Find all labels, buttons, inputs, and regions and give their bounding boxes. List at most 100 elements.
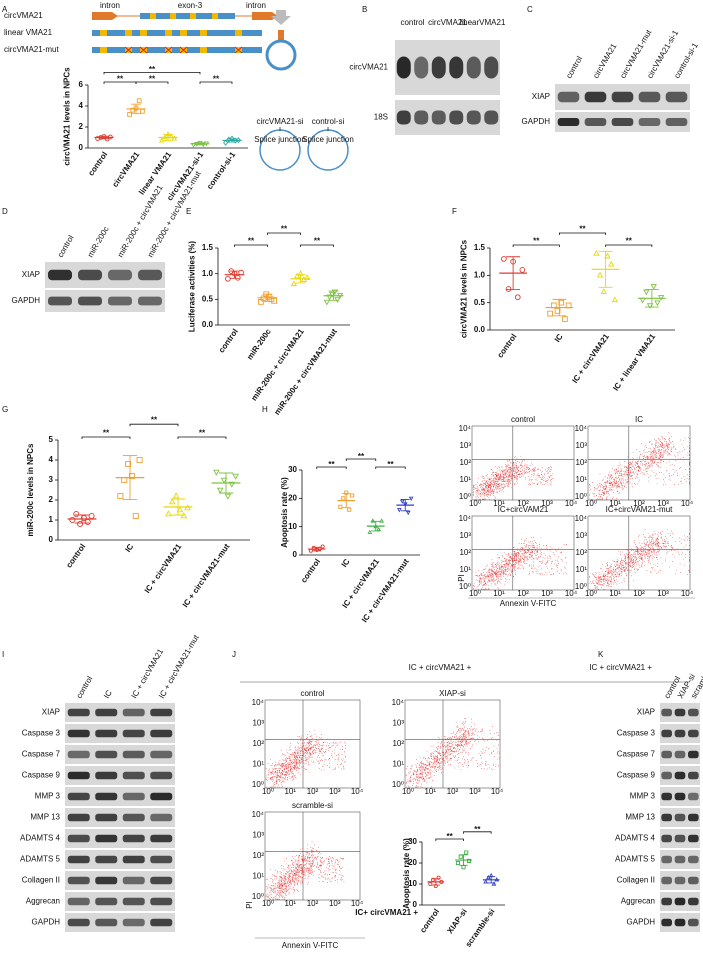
blot-band	[95, 897, 118, 906]
flow-x-tick: 10⁰	[585, 499, 597, 508]
data-point	[514, 294, 521, 301]
significance-bracket	[234, 244, 268, 247]
significance-bracket	[375, 466, 406, 469]
data-point	[224, 493, 232, 500]
blot-band	[122, 771, 145, 780]
significance-label: **	[626, 237, 633, 246]
significance-label: **	[328, 460, 335, 469]
blot-band	[150, 813, 173, 822]
data-point	[604, 252, 611, 259]
significance-bracket	[267, 232, 301, 235]
blot-band	[484, 56, 499, 79]
flow-y-tick: 10²	[575, 458, 587, 467]
y-tick-label: 0.0	[202, 320, 214, 329]
data-point	[600, 288, 607, 294]
blot-row-label: Aggrecan	[621, 897, 655, 906]
exon-bar	[92, 47, 262, 53]
flow-x-label: Annexin V-FITC	[500, 599, 557, 608]
blot-band	[638, 91, 661, 103]
y-tick-label: 0	[293, 550, 298, 559]
lane-label: miR-200c	[86, 225, 111, 259]
blot-band	[431, 110, 446, 125]
sd-bar	[506, 256, 521, 290]
y-tick-label: 20	[408, 858, 417, 867]
significance-label: **	[103, 429, 110, 438]
data-point	[558, 299, 565, 306]
data-point	[320, 544, 325, 549]
flow-x-tick: 10²	[447, 787, 459, 796]
blot-band	[150, 771, 173, 780]
x-tick-label: XIAP-si	[445, 907, 468, 935]
flow-y-tick: 10²	[252, 851, 264, 860]
data-point	[128, 472, 135, 480]
backsplice	[278, 30, 284, 40]
flow-x-tick: 10⁰	[469, 499, 481, 508]
flow-x-tick: 10¹	[493, 589, 505, 598]
blot-strip	[65, 913, 175, 932]
x-tick-label: control	[299, 557, 322, 584]
blot-strip	[45, 290, 165, 312]
blot-band	[95, 750, 118, 759]
blot-band	[674, 792, 686, 801]
data-point	[379, 518, 385, 523]
blot-row-label: ADAMTS 5	[615, 855, 656, 864]
significance-bracket	[129, 423, 179, 427]
gene-label: intron	[100, 1, 120, 10]
blot-row-label: XIAP	[532, 92, 550, 101]
x-tick-label: control	[217, 327, 240, 354]
blot-band	[661, 750, 672, 759]
x-tick-label: IC	[123, 542, 135, 554]
blot-strip	[65, 808, 175, 827]
significance-label: **	[149, 65, 156, 74]
data-point	[505, 286, 512, 292]
blot-band	[688, 876, 699, 885]
y-tick-label: 1	[49, 515, 54, 524]
data-point	[258, 299, 264, 305]
data-point	[168, 498, 176, 505]
blot-band	[661, 729, 672, 738]
panel-letter: D	[2, 207, 8, 216]
flow-title: scramble-si	[292, 801, 333, 810]
site-label: Splice junction	[254, 135, 306, 144]
data-point	[396, 508, 402, 513]
blot-band	[661, 876, 672, 885]
x-tick-label: control	[418, 907, 441, 934]
flow-x-tick: 10⁴	[351, 787, 364, 796]
y-tick-label: 20	[288, 493, 297, 502]
blot-band	[584, 91, 607, 103]
data-point	[73, 511, 80, 517]
lane-label: circVMA21	[428, 18, 467, 27]
significance-label: **	[117, 74, 124, 83]
significance-label: **	[281, 225, 288, 234]
data-point	[562, 316, 568, 322]
x-tick-label: miR-200c + circVMA21-mut	[272, 327, 339, 417]
significance-label: **	[387, 460, 394, 469]
blot-row-label: circVMA21	[349, 63, 388, 72]
sd-bar	[131, 103, 141, 115]
blot-row-label: Collagen II	[617, 876, 655, 885]
y-tick-label: 4	[79, 101, 84, 110]
y-tick-label: 1.0	[202, 269, 214, 278]
construct-label: linear VMA21	[4, 28, 53, 37]
flow-y-tick: 10³	[459, 531, 471, 540]
panel-letter: I	[2, 650, 4, 659]
y-tick-label: 1.5	[474, 243, 486, 252]
y-tick-label: 30	[288, 465, 297, 474]
blot-row-label: Caspase 3	[22, 729, 61, 738]
y-tick-label: 0.5	[474, 298, 486, 307]
blot-band	[584, 118, 607, 126]
blot-band	[557, 91, 580, 103]
blot-band	[661, 897, 672, 906]
blot-row-label: ADAMTS 4	[20, 834, 61, 843]
flow-title: XIAP-si	[439, 689, 466, 698]
blot-band	[138, 296, 162, 306]
data-point	[132, 512, 139, 520]
sd-bar	[431, 878, 440, 886]
blot-row-label: GAPDH	[32, 918, 61, 927]
significance-label: **	[213, 74, 220, 83]
x-tick-label: IC	[553, 332, 565, 344]
significance-bracket	[81, 436, 131, 439]
event-cloud	[473, 456, 554, 500]
blot-band	[48, 269, 72, 281]
flow-x-tick: 10⁴	[491, 787, 504, 796]
